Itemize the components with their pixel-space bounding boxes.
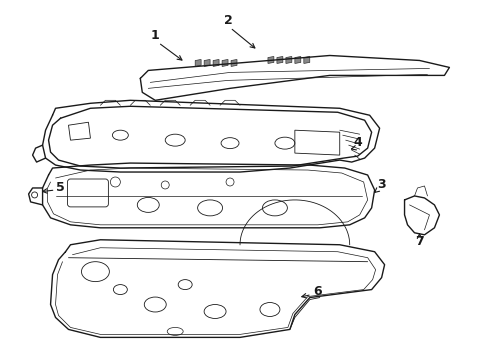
Polygon shape [222, 59, 228, 67]
Polygon shape [231, 59, 237, 67]
Polygon shape [204, 59, 210, 67]
Polygon shape [304, 57, 310, 63]
Text: 6: 6 [314, 285, 322, 298]
Text: 4: 4 [353, 136, 362, 149]
Polygon shape [195, 59, 201, 67]
Polygon shape [213, 59, 219, 67]
Text: 1: 1 [151, 29, 160, 42]
Polygon shape [277, 57, 283, 63]
Polygon shape [286, 57, 292, 63]
Polygon shape [268, 57, 274, 63]
Text: 7: 7 [415, 235, 424, 248]
Text: 2: 2 [223, 14, 232, 27]
Text: 3: 3 [377, 179, 386, 192]
Polygon shape [295, 57, 301, 63]
Text: 5: 5 [56, 181, 65, 194]
